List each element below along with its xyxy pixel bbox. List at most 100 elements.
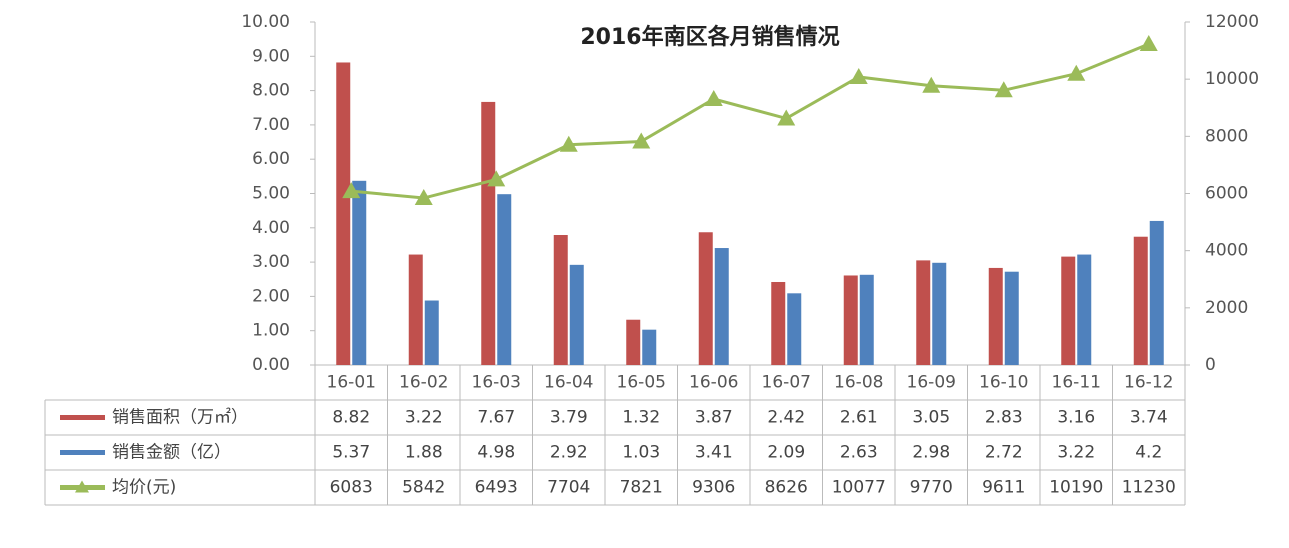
legend-label: 销售金额（亿） <box>112 443 231 463</box>
table-value: 7821 <box>620 478 663 498</box>
line-marker <box>559 135 578 152</box>
y2-tick-label: 10000 <box>1205 69 1259 89</box>
bar <box>626 319 641 365</box>
table-value: 10077 <box>832 478 886 498</box>
bar <box>569 264 584 365</box>
table-value: 2.83 <box>985 408 1023 428</box>
line-marker <box>994 81 1013 98</box>
bar <box>497 194 512 365</box>
y2-tick-label: 4000 <box>1205 241 1248 261</box>
table-value: 4.2 <box>1135 443 1162 463</box>
table-value: 3.74 <box>1130 408 1168 428</box>
y-tick-label: 10.00 <box>241 12 290 32</box>
bar <box>988 267 1003 365</box>
chart-title: 2016年南区各月销售情况 <box>580 24 839 50</box>
y-tick-label: 9.00 <box>252 46 290 66</box>
bar <box>1149 220 1164 365</box>
table-value: 2.61 <box>840 408 878 428</box>
x-tick-label: 16-02 <box>399 373 448 393</box>
bar <box>642 329 657 365</box>
x-tick-label: 16-06 <box>689 373 738 393</box>
line-marker <box>487 170 506 187</box>
bar <box>932 262 947 365</box>
legend-marker <box>75 480 89 493</box>
table-value: 3.87 <box>695 408 733 428</box>
bar <box>336 62 351 365</box>
y-tick-label: 5.00 <box>252 184 290 204</box>
line-marker <box>849 67 868 84</box>
table-value: 3.22 <box>1057 443 1095 463</box>
y2-tick-label: 12000 <box>1205 12 1259 32</box>
y2-tick-label: 8000 <box>1205 126 1248 146</box>
x-tick-label: 16-10 <box>979 373 1028 393</box>
bar <box>1133 236 1148 365</box>
line-marker <box>1139 35 1158 52</box>
y2-tick-label: 2000 <box>1205 298 1248 318</box>
x-tick-label: 16-04 <box>544 373 593 393</box>
y2-tick-label: 0 <box>1205 355 1216 375</box>
y2-tick-label: 6000 <box>1205 184 1248 204</box>
table-value: 8.82 <box>332 408 370 428</box>
bar <box>553 235 568 365</box>
table-value: 3.16 <box>1057 408 1095 428</box>
bar <box>859 274 874 365</box>
x-tick-label: 16-11 <box>1052 373 1101 393</box>
y-tick-label: 0.00 <box>252 355 290 375</box>
table-value: 2.72 <box>985 443 1023 463</box>
y-tick-label: 7.00 <box>252 115 290 135</box>
table-value: 3.79 <box>550 408 588 428</box>
y-tick-label: 3.00 <box>252 252 290 272</box>
table-value: 2.42 <box>767 408 805 428</box>
x-tick-label: 16-07 <box>762 373 811 393</box>
legend-label: 销售面积（万㎡） <box>112 408 248 428</box>
table-value: 3.05 <box>912 408 950 428</box>
x-tick-label: 16-09 <box>907 373 956 393</box>
line-marker <box>704 90 723 107</box>
line-marker <box>922 76 941 93</box>
line <box>351 42 1150 200</box>
bar <box>408 254 423 365</box>
bar <box>787 293 802 365</box>
y-tick-label: 1.00 <box>252 321 290 341</box>
table-value: 9770 <box>910 478 953 498</box>
table-value: 3.22 <box>405 408 443 428</box>
table-value: 2.98 <box>912 443 950 463</box>
bar <box>481 101 496 365</box>
bar <box>1004 271 1019 365</box>
table-value: 4.98 <box>477 443 515 463</box>
line-marker <box>777 109 796 126</box>
x-tick-label: 16-08 <box>834 373 883 393</box>
bar <box>1077 254 1092 365</box>
line-marker <box>1067 64 1086 81</box>
x-tick-label: 16-01 <box>327 373 376 393</box>
x-tick-label: 16-12 <box>1124 373 1173 393</box>
y-tick-label: 2.00 <box>252 286 290 306</box>
table-value: 9611 <box>982 478 1025 498</box>
table-value: 8626 <box>765 478 808 498</box>
line-marker <box>632 132 651 149</box>
line-marker <box>342 182 361 199</box>
bar <box>424 300 439 365</box>
bar <box>843 275 858 365</box>
table-value: 1.03 <box>622 443 660 463</box>
table-value: 6493 <box>475 478 518 498</box>
table-value: 6083 <box>330 478 373 498</box>
bar <box>771 281 786 365</box>
table-value: 3.41 <box>695 443 733 463</box>
y-tick-label: 4.00 <box>252 218 290 238</box>
table-value: 2.09 <box>767 443 805 463</box>
table-value: 2.63 <box>840 443 878 463</box>
table-value: 9306 <box>692 478 735 498</box>
bar <box>698 232 713 365</box>
table-value: 7.67 <box>477 408 515 428</box>
y-tick-label: 6.00 <box>252 149 290 169</box>
table-value: 11230 <box>1122 478 1176 498</box>
table-value: 10190 <box>1049 478 1103 498</box>
bar <box>352 180 367 365</box>
table-value: 5842 <box>402 478 445 498</box>
table-value: 1.32 <box>622 408 660 428</box>
bar <box>714 248 729 365</box>
bar <box>916 260 931 365</box>
